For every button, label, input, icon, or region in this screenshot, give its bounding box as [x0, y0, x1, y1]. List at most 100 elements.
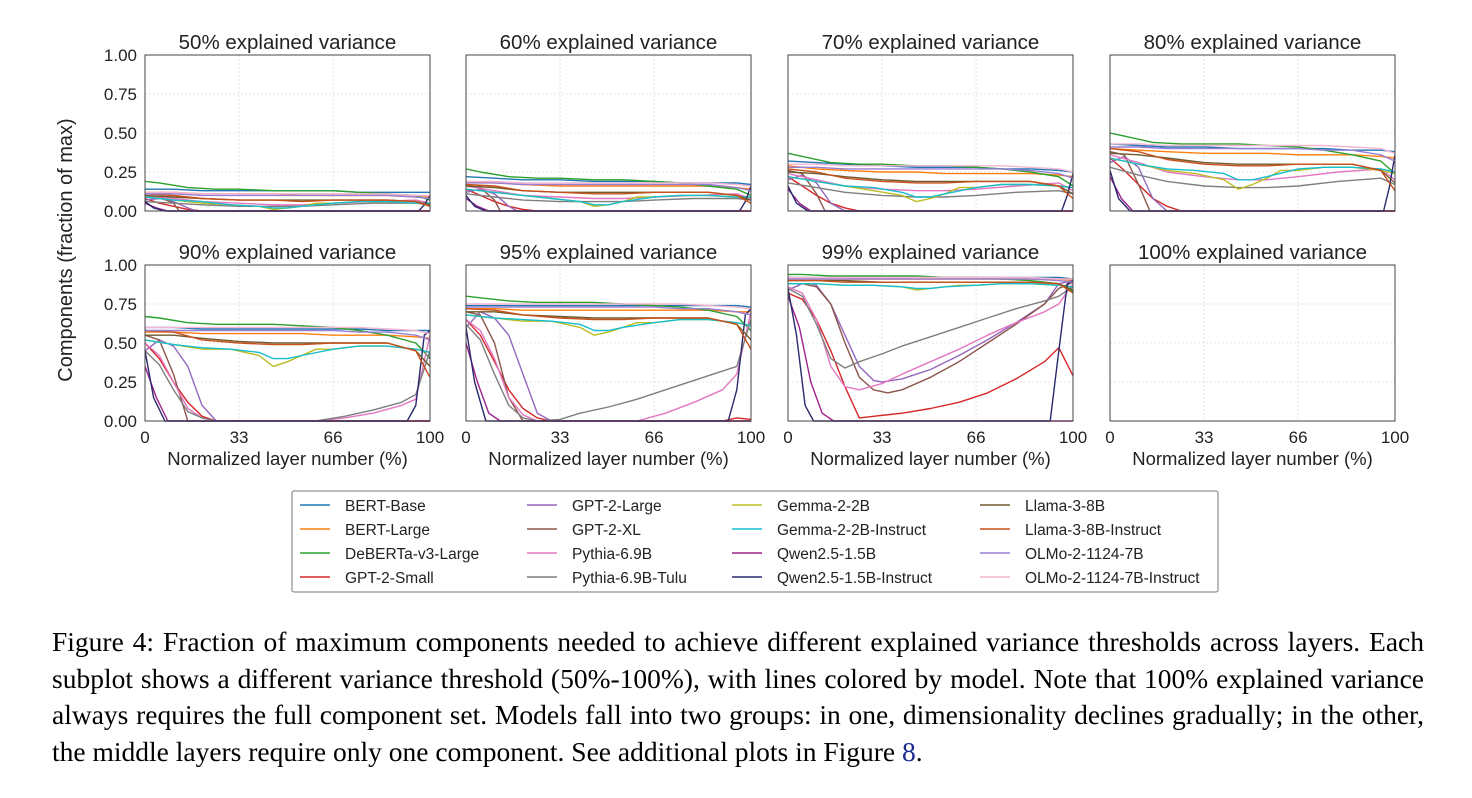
line-DeBERTa-v3-Large [466, 168, 751, 197]
x-tick-label: 66 [967, 428, 986, 447]
caption-text: Figure 4: Fraction of maximum components… [52, 626, 1424, 767]
subplot-4: 80% explained variance [1109, 31, 1396, 212]
subplot-title: 50% explained variance [179, 31, 397, 54]
subplot-6: 95% explained variance 0 33 66 100 Normalized… [461, 241, 765, 469]
plot-frame [787, 54, 1074, 212]
legend-item: OLMo-2-1124-7B-Instruct [980, 570, 1200, 587]
legend-item: BERT-Large [300, 522, 430, 539]
legend-label: BERT-Base [345, 498, 426, 515]
line-Pythia-6.9B [466, 185, 751, 200]
legend-item: GPT-2-Small [300, 570, 434, 587]
legend-label: Llama-3-8B [1025, 498, 1105, 515]
legend-item: Gemma-2-2B-Instruct [732, 522, 927, 539]
legend-label: Llama-3-8B-Instruct [1025, 522, 1162, 539]
line-GPT-2-XL [1110, 151, 1395, 212]
plot-frame [144, 264, 431, 422]
line-GPT-2-XL [788, 281, 1073, 394]
line-OLMo-2-1124-7B [145, 193, 430, 200]
y-tick-label: 0.25 [104, 163, 137, 182]
legend-label: Gemma-2-2B [777, 498, 870, 515]
line-Qwen2.5-1.5B [1110, 176, 1395, 212]
line-Qwen2.5-1.5B-Instruct [1110, 154, 1395, 212]
line-Llama-3-8B-Instruct [466, 308, 751, 350]
x-tick-label: 66 [324, 428, 343, 447]
legend-item: Pythia-6.9B [527, 546, 652, 563]
subplot-title: 99% explained variance [822, 241, 1040, 264]
x-axis-label: Normalized layer number (%) [488, 448, 729, 469]
line-Gemma-2-2B-Instruct [788, 283, 1073, 290]
line-Pythia-6.9B-Tulu [466, 319, 751, 422]
legend-label: OLMo-2-1124-7B-Instruct [1025, 570, 1200, 587]
line-Llama-3-8B-Instruct [145, 329, 430, 378]
legend-item: BERT-Base [300, 498, 426, 515]
plot-frame [144, 54, 431, 212]
line-Qwen2.5-1.5B [145, 366, 430, 422]
line-DeBERTa-v3-Large [788, 273, 1073, 293]
subplot-5: 90% explained variance 0.00 0.25 0.50 0.75 1.… [104, 241, 444, 469]
line-GPT-2-Large [788, 174, 1073, 212]
legend-item: Llama-3-8B [980, 498, 1105, 515]
line-Qwen2.5-1.5B [466, 342, 751, 422]
line-OLMo-2-1124-7B-Instruct [788, 276, 1073, 280]
line-OLMo-2-1124-7B [788, 278, 1073, 283]
subplot-title: 70% explained variance [822, 31, 1040, 54]
line-DeBERTa-v3-Large [1110, 132, 1395, 175]
legend-label: Pythia-6.9B-Tulu [572, 570, 687, 587]
y-tick-label: 0.75 [104, 295, 137, 314]
line-Gemma-2-2B-Instruct [1110, 157, 1395, 181]
line-Qwen2.5-1.5B [788, 188, 1073, 212]
x-tick-label: 66 [1289, 428, 1308, 447]
subplot-3: 70% explained variance [787, 31, 1074, 212]
plot-frame [465, 264, 752, 422]
x-axis-label: Normalized layer number (%) [1132, 448, 1373, 469]
figure-reference-link[interactable]: 8 [902, 735, 916, 767]
line-Pythia-6.9B-Tulu [466, 193, 751, 203]
line-Pythia-6.9B-Tulu [788, 286, 1073, 369]
legend-label: Gemma-2-2B-Instruct [777, 522, 927, 539]
line-Gemma-2-2B [1110, 157, 1395, 190]
line-Gemma-2-2B-Instruct [788, 176, 1073, 198]
series-lines [788, 273, 1073, 422]
line-Pythia-6.9B-Tulu [145, 200, 430, 208]
plot-frame [465, 54, 752, 212]
x-tick-label: 100 [1059, 428, 1087, 447]
line-BERT-Large [145, 331, 430, 339]
legend-item: OLMo-2-1124-7B [980, 546, 1144, 563]
line-BERT-Large [1110, 147, 1395, 159]
line-OLMo-2-1124-7B-Instruct [145, 191, 430, 197]
subplot-title: 95% explained variance [500, 241, 718, 264]
plot-frame [787, 264, 1074, 422]
legend-item: DeBERTa-v3-Large [300, 546, 479, 563]
line-OLMo-2-1124-7B [788, 166, 1073, 179]
plot-frame [1109, 264, 1396, 422]
legend-item: Pythia-6.9B-Tulu [527, 570, 687, 587]
subplot-title: 100% explained variance [1138, 241, 1367, 264]
subplot-2: 60% explained variance [465, 31, 752, 212]
legend-label: GPT-2-Large [572, 498, 662, 515]
x-tick-label: 0 [1105, 428, 1114, 447]
legend-label: GPT-2-Small [345, 570, 434, 587]
x-axis-label: Normalized layer number (%) [167, 448, 408, 469]
line-OLMo-2-1124-7B-Instruct [1110, 143, 1395, 154]
line-GPT-2-Small [788, 292, 1073, 419]
legend-item: GPT-2-XL [527, 522, 641, 539]
line-GPT-2-Large [788, 279, 1073, 383]
line-OLMo-2-1124-7B [466, 306, 751, 316]
x-tick-label: 0 [140, 428, 149, 447]
line-Pythia-6.9B-Tulu [1110, 166, 1395, 189]
subplot-title: 90% explained variance [179, 241, 397, 264]
line-BERT-Base [145, 326, 430, 332]
figure-chart: Components (fraction of max) 50% explain… [55, 31, 1409, 593]
legend: BERT-Base BERT-Large DeBERTa-v3-Large GPT-2… [291, 490, 1219, 593]
subplot-1: 50% explained variance 0.00 0.25 0.50 0.75 1.… [104, 31, 431, 221]
series-lines [145, 180, 430, 212]
x-tick-label: 100 [416, 428, 444, 447]
line-Pythia-6.9B [788, 172, 1073, 192]
legend-item: Llama-3-8B-Instruct [980, 522, 1162, 539]
figure-caption: Figure 4: Fraction of maximum components… [52, 624, 1424, 770]
line-BERT-Large [466, 308, 751, 313]
line-OLMo-2-1124-7B-Instruct [145, 326, 430, 335]
x-tick-label: 33 [1195, 428, 1214, 447]
x-tick-label: 0 [783, 428, 792, 447]
x-tick-label: 100 [737, 428, 765, 447]
